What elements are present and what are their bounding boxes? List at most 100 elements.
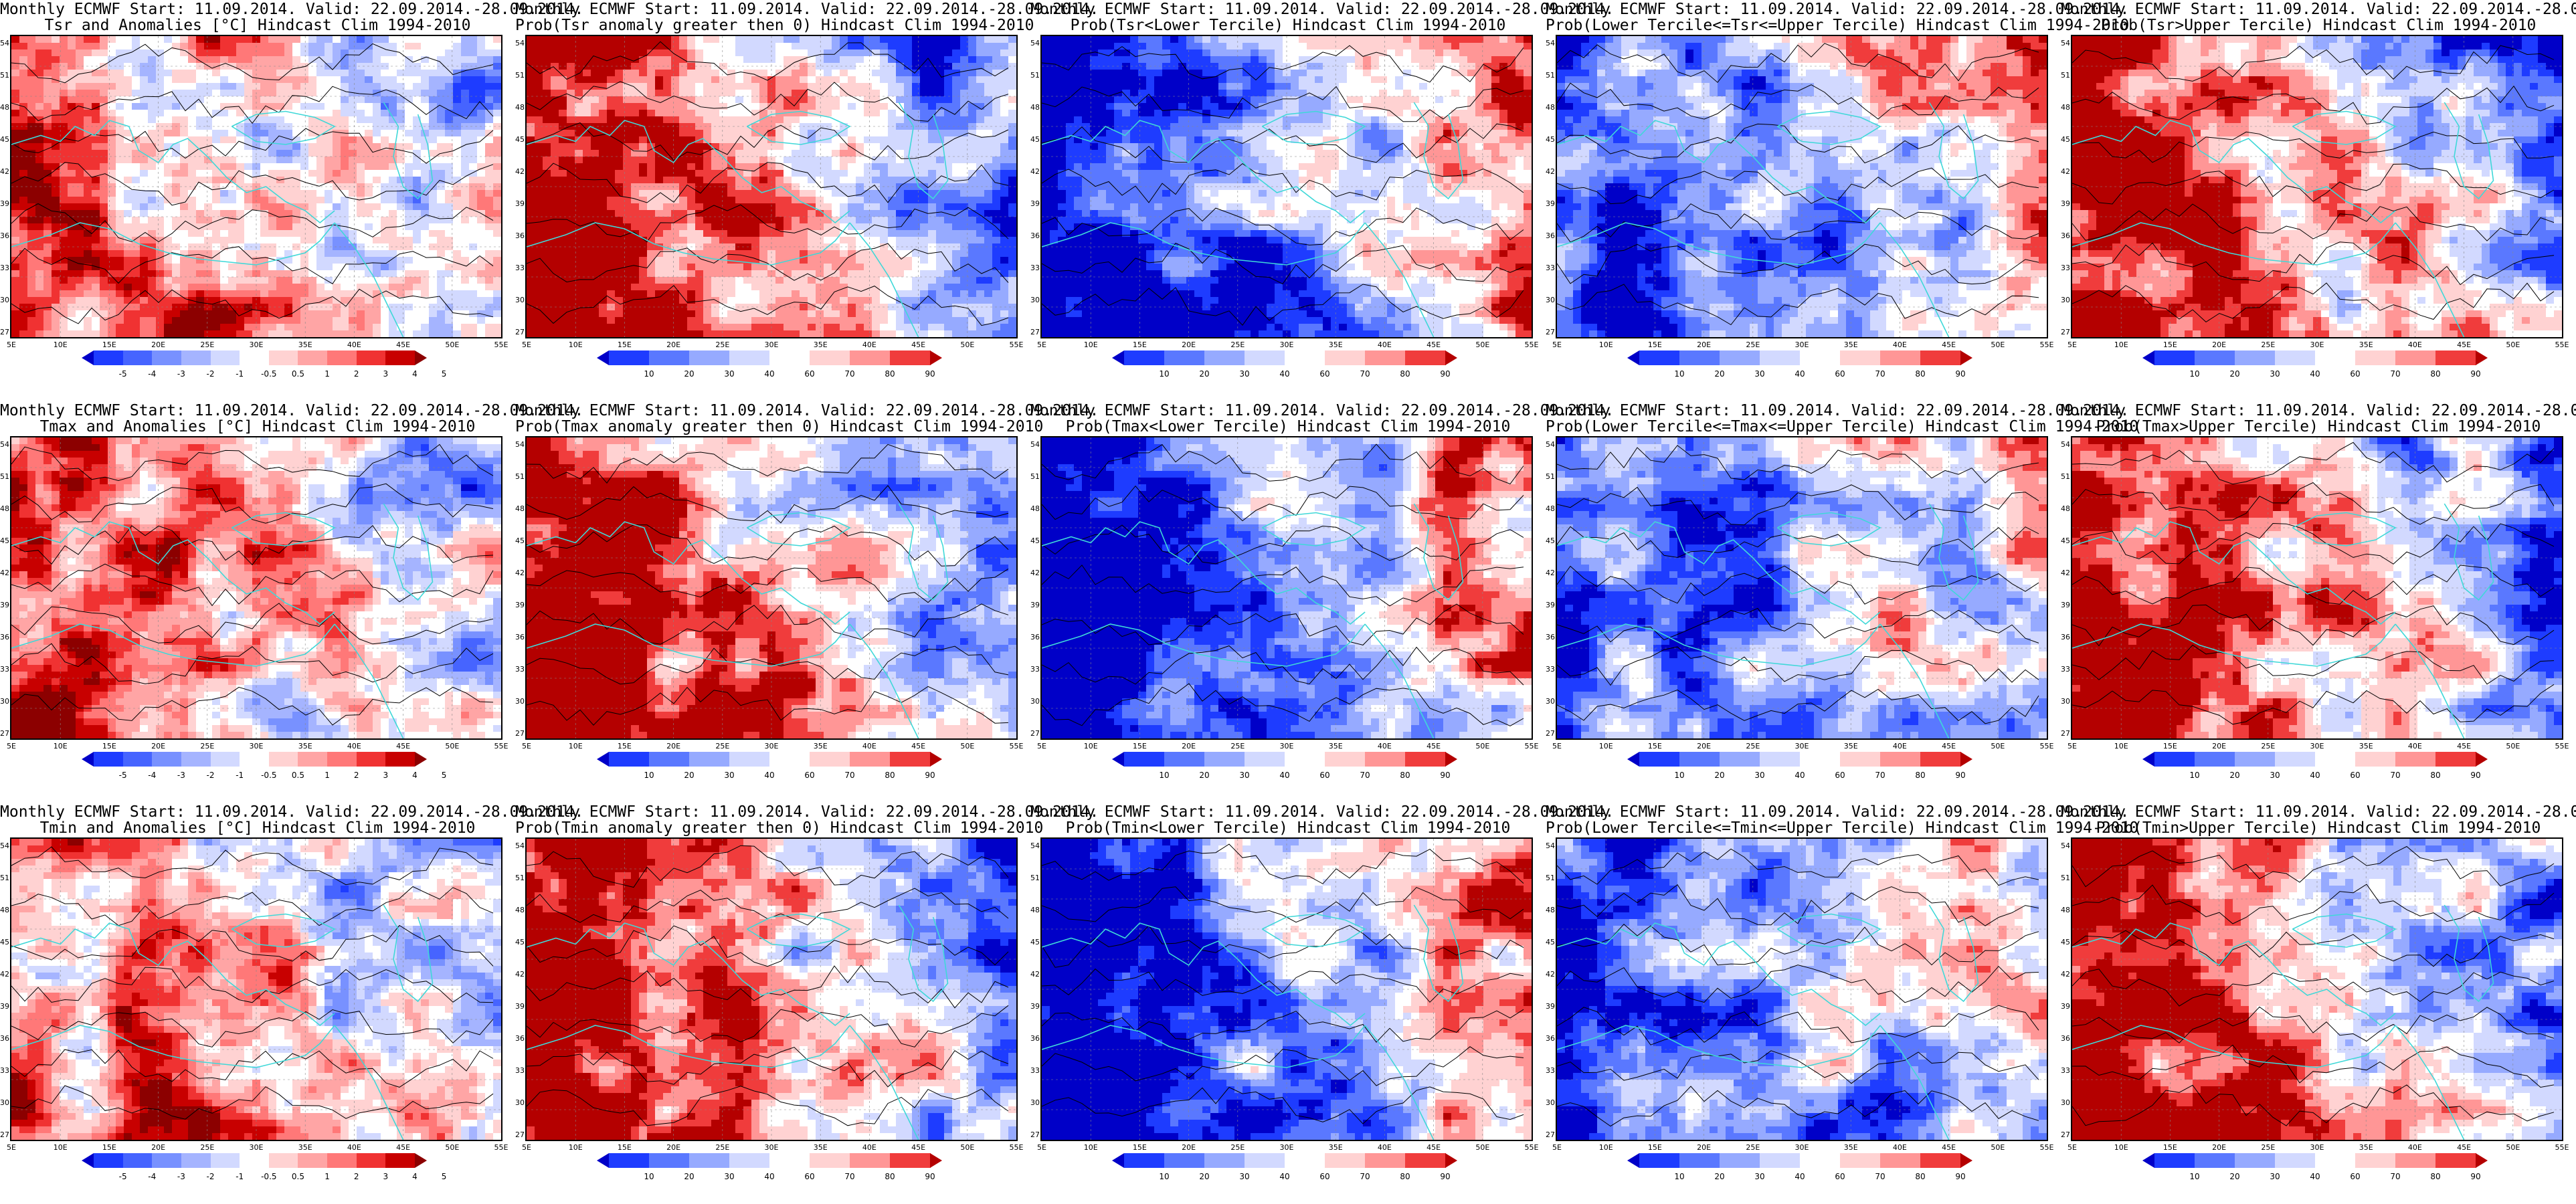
lon-label: 40E	[347, 1143, 361, 1152]
lat-label: 36N	[0, 1034, 15, 1043]
colorbar-label: 60	[804, 771, 814, 780]
colorbar-label: 90	[1955, 1172, 1965, 1181]
colorbar-label: 30	[1239, 771, 1249, 780]
colorbar-label: 20	[2229, 771, 2239, 780]
colorbar-label: 20	[684, 369, 694, 379]
colorbar-label: 80	[2430, 369, 2440, 379]
colorbar-label: 60	[1835, 369, 1845, 379]
lon-label: 15E	[102, 1143, 116, 1152]
colorbar-label: 10	[1674, 369, 1684, 379]
panel-header: Monthly ECMWF Start: 11.09.2014. Valid: …	[2061, 1, 2576, 17]
lon-label: 5E	[7, 742, 16, 750]
lat-label: 36N	[1030, 633, 1045, 641]
lon-label: 5E	[2067, 340, 2077, 349]
map-field	[525, 837, 1018, 1141]
lon-label: 20E	[151, 1143, 165, 1152]
colorbar	[2142, 1153, 2488, 1168]
lon-label: 5E	[1037, 340, 1046, 349]
colorbar-label: 70	[2390, 771, 2400, 780]
colorbar-label: 10	[1159, 771, 1169, 780]
lat-label: 27N	[2061, 729, 2076, 738]
lat-label: 27N	[1030, 1130, 1045, 1139]
colorbar-label: 40	[2310, 369, 2320, 379]
colorbar-label: -3	[177, 1172, 185, 1181]
colorbar-segment	[122, 350, 153, 365]
colorbar-label: 30	[1239, 1172, 1249, 1181]
lat-label: 36N	[2061, 633, 2076, 641]
colorbar-segment	[2355, 752, 2396, 767]
lon-label: 15E	[1648, 742, 1662, 750]
colorbar-label: 30	[1754, 1172, 1764, 1181]
colorbar-segment	[810, 752, 850, 767]
lon-label: 45E	[2457, 742, 2471, 750]
lat-label: 42N	[1546, 569, 1560, 577]
lon-label: 45E	[1427, 1143, 1441, 1152]
lat-label: 48N	[1030, 504, 1045, 513]
lat-label: 36N	[515, 633, 530, 641]
lon-label: 20E	[666, 340, 680, 349]
lat-label: 36N	[2061, 1034, 2076, 1043]
lat-label: 45N	[1546, 135, 1560, 144]
lon-label: 50E	[2506, 1143, 2520, 1152]
panel-title: Prob(Tmin>Upper Tercile) Hindcast Clim 1…	[2061, 820, 2576, 836]
colorbar-max-arrow	[930, 350, 942, 365]
lon-label: 35E	[1844, 742, 1858, 750]
colorbar-label: -5	[119, 369, 127, 379]
colorbar-label: 5	[442, 771, 447, 780]
colorbar-label: 30	[1754, 771, 1764, 780]
lat-label: 51N	[515, 472, 530, 481]
lon-label: 35E	[814, 1143, 828, 1152]
colorbar-label: 70	[844, 369, 854, 379]
lat-label: 30N	[0, 296, 15, 304]
lon-label: 45E	[1942, 340, 1956, 349]
colorbar-label: -3	[177, 369, 185, 379]
lat-label: 39N	[0, 199, 15, 208]
colorbar-segment	[1760, 752, 1801, 767]
colorbar-label: 40	[1795, 771, 1805, 780]
lat-label: 30N	[515, 697, 530, 706]
lon-label: 20E	[666, 1143, 680, 1152]
shaded-field-svg	[1557, 36, 2047, 337]
lat-label: 51N	[1546, 71, 1560, 80]
lat-label: 42N	[2061, 167, 2076, 176]
panel-tmax-prob-pos: Monthly ECMWF Start: 11.09.2014. Valid: …	[515, 401, 1099, 803]
lon-label: 50E	[960, 340, 974, 349]
lon-label: 20E	[2212, 340, 2226, 349]
lon-label: 35E	[1329, 1143, 1343, 1152]
colorbar-label: 90	[925, 771, 935, 780]
lat-label: 33N	[1546, 1066, 1560, 1075]
colorbar-segment	[769, 1153, 810, 1168]
colorbar	[82, 1153, 427, 1168]
colorbar-segment	[1679, 1153, 1720, 1168]
map-field	[10, 35, 502, 338]
panel-title: Prob(Tmin<Lower Tercile) Hindcast Clim 1…	[1030, 820, 1546, 836]
colorbar-segment	[810, 350, 850, 365]
shaded-field-svg	[1042, 437, 1532, 738]
colorbar-label: 90	[925, 1172, 935, 1181]
lat-label: 27N	[2061, 1130, 2076, 1139]
panel-header: Monthly ECMWF Start: 11.09.2014. Valid: …	[1546, 403, 2129, 419]
colorbar-label: 60	[1835, 1172, 1845, 1181]
colorbar-segment	[298, 752, 328, 767]
panel-header: Monthly ECMWF Start: 11.09.2014. Valid: …	[515, 1, 1099, 17]
colorbar-segment	[649, 752, 690, 767]
colorbar-segment	[649, 1153, 690, 1168]
panel-tmax-anom: Monthly ECMWF Start: 11.09.2014. Valid: …	[0, 401, 583, 803]
colorbar-label: 3	[383, 771, 389, 780]
lat-label: 30N	[515, 1098, 530, 1107]
colorbar-max-arrow	[1960, 752, 1972, 767]
lat-label: 45N	[1030, 536, 1045, 545]
colorbar-label: 4	[412, 369, 418, 379]
panel-header: Monthly ECMWF Start: 11.09.2014. Valid: …	[515, 804, 1099, 820]
lat-label: 51N	[515, 71, 530, 80]
panel-tmin-upper: Monthly ECMWF Start: 11.09.2014. Valid: …	[2061, 803, 2576, 1204]
colorbar-segment	[1920, 1153, 1961, 1168]
lon-label: 15E	[102, 340, 116, 349]
lat-label: 27N	[515, 729, 530, 738]
lat-label: 33N	[1030, 665, 1045, 674]
colorbar-segment	[1880, 1153, 1921, 1168]
lat-label: 54N	[2061, 440, 2076, 449]
panel-title: Tmax and Anomalies [°C] Hindcast Clim 19…	[0, 419, 515, 435]
lon-label: 35E	[1844, 1143, 1858, 1152]
panel-header: Monthly ECMWF Start: 11.09.2014. Valid: …	[1546, 804, 2129, 820]
